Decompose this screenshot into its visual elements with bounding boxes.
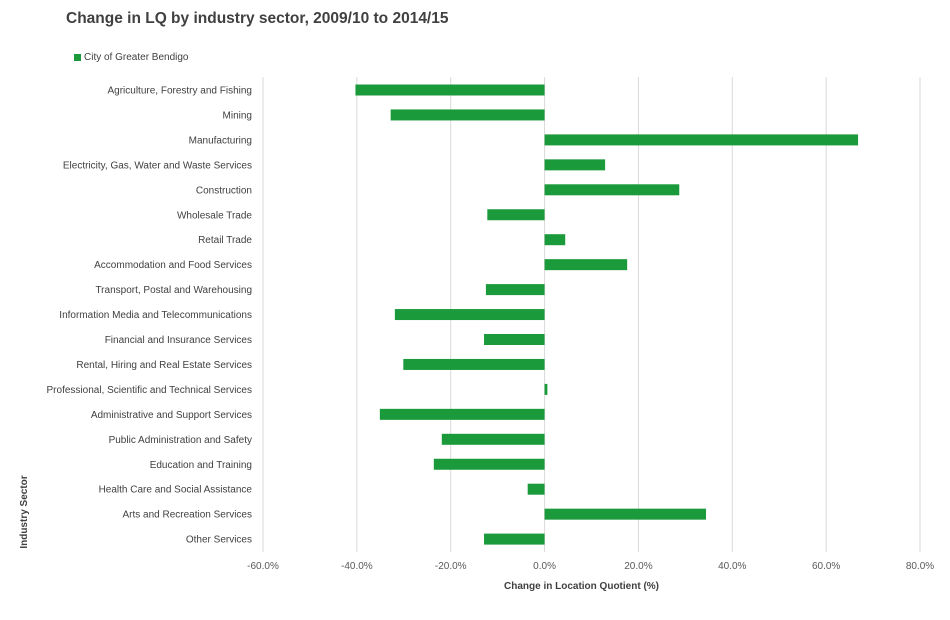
category-label: Accommodation and Food Services — [94, 260, 252, 271]
bar — [441, 433, 545, 445]
bar — [544, 234, 566, 246]
bar — [484, 533, 545, 545]
category-label: Administrative and Support Services — [91, 410, 252, 421]
category-label: Public Administration and Safety — [109, 435, 252, 446]
category-label: Health Care and Social Assistance — [99, 485, 253, 496]
category-label: Manufacturing — [189, 135, 252, 146]
category-label: Mining — [223, 110, 252, 121]
category-label: Financial and Insurance Services — [105, 335, 252, 346]
bar — [527, 483, 545, 495]
bar — [544, 134, 859, 146]
x-tick-label: -40.0% — [341, 561, 373, 572]
x-tick-label: -20.0% — [435, 561, 467, 572]
legend-label: City of Greater Bendigo — [84, 52, 189, 63]
bar — [484, 334, 545, 345]
category-label: Information Media and Telecommunications — [59, 310, 252, 321]
category-label: Wholesale Trade — [177, 210, 252, 221]
bar — [433, 458, 545, 470]
bar — [544, 184, 680, 196]
category-label: Agriculture, Forestry and Fishing — [107, 86, 252, 97]
category-label: Construction — [196, 185, 252, 196]
bar — [379, 408, 545, 420]
x-tick-label: 40.0% — [718, 561, 746, 572]
category-labels: Agriculture, Forestry and Fishing Mining M… — [47, 86, 253, 546]
category-label: Other Services — [186, 535, 252, 546]
category-label: Arts and Recreation Services — [122, 510, 252, 521]
category-label: Professional, Scientific and Technical S… — [47, 385, 252, 396]
bar — [403, 358, 545, 370]
bars — [355, 84, 859, 545]
x-tick-labels: -60.0% -40.0% -20.0% 0.0% 20.0% 40.0% 60.0% 80.… — [247, 561, 934, 572]
bar — [544, 508, 707, 520]
x-axis-title: Change in Location Quotient (%) — [504, 581, 659, 592]
category-label: Transport, Postal and Warehousing — [95, 285, 252, 296]
x-tick-label: 80.0% — [906, 561, 934, 572]
legend-swatch — [74, 54, 81, 61]
bar — [544, 383, 548, 395]
category-label: Retail Trade — [198, 235, 252, 246]
x-tick-label: 0.0% — [533, 561, 556, 572]
bar — [485, 284, 545, 296]
bar — [355, 84, 545, 96]
category-label: Rental, Hiring and Real Estate Services — [76, 360, 252, 371]
bar — [544, 159, 606, 171]
y-axis-title: Industry Sector — [19, 475, 30, 548]
bar — [390, 109, 545, 121]
x-tick-label: 60.0% — [812, 561, 840, 572]
legend: City of Greater Bendigo — [74, 52, 189, 63]
bar — [544, 259, 628, 271]
x-tick-label: 20.0% — [624, 561, 652, 572]
bar — [394, 309, 545, 321]
category-label: Electricity, Gas, Water and Waste Servic… — [63, 160, 252, 171]
x-tick-label: -60.0% — [247, 561, 279, 572]
bar — [487, 209, 545, 221]
category-label: Education and Training — [150, 460, 252, 471]
chart-title: Change in LQ by industry sector, 2009/10… — [66, 10, 449, 27]
gridlines — [262, 77, 921, 552]
